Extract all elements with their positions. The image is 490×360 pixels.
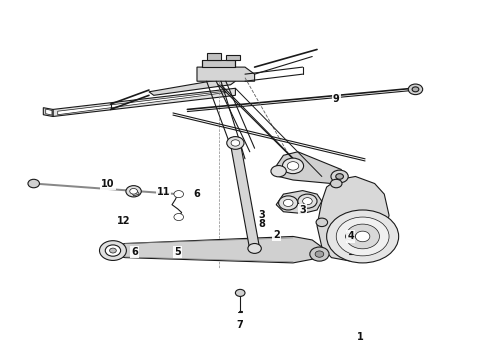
Circle shape bbox=[99, 241, 126, 260]
Circle shape bbox=[327, 210, 399, 263]
Text: 10: 10 bbox=[101, 179, 115, 189]
Circle shape bbox=[346, 224, 379, 249]
Circle shape bbox=[355, 231, 370, 242]
Circle shape bbox=[315, 251, 324, 257]
Circle shape bbox=[298, 194, 317, 208]
Text: 5: 5 bbox=[174, 247, 181, 257]
Polygon shape bbox=[276, 190, 322, 213]
Polygon shape bbox=[53, 88, 235, 117]
Circle shape bbox=[287, 162, 299, 170]
Circle shape bbox=[105, 245, 121, 256]
Polygon shape bbox=[317, 176, 389, 261]
Text: 12: 12 bbox=[117, 216, 131, 226]
Circle shape bbox=[126, 186, 141, 197]
Circle shape bbox=[235, 289, 245, 296]
Text: 7: 7 bbox=[237, 320, 244, 330]
Polygon shape bbox=[111, 237, 327, 263]
Polygon shape bbox=[46, 109, 52, 115]
Circle shape bbox=[279, 196, 298, 210]
Polygon shape bbox=[202, 60, 235, 67]
Circle shape bbox=[130, 189, 137, 194]
Text: 4: 4 bbox=[347, 231, 354, 242]
Polygon shape bbox=[207, 53, 221, 60]
Circle shape bbox=[174, 190, 184, 198]
Text: 6: 6 bbox=[131, 247, 138, 257]
Circle shape bbox=[408, 84, 423, 95]
Text: 3: 3 bbox=[299, 205, 306, 215]
Polygon shape bbox=[149, 78, 235, 95]
Text: 2: 2 bbox=[273, 230, 280, 240]
Text: 8: 8 bbox=[258, 219, 265, 229]
Circle shape bbox=[412, 87, 419, 92]
Circle shape bbox=[346, 233, 355, 240]
Circle shape bbox=[310, 247, 329, 261]
Polygon shape bbox=[197, 67, 255, 81]
Polygon shape bbox=[226, 55, 240, 60]
Text: 3: 3 bbox=[258, 210, 265, 220]
Text: 1: 1 bbox=[357, 332, 364, 342]
Polygon shape bbox=[58, 91, 226, 115]
Circle shape bbox=[331, 170, 348, 183]
Circle shape bbox=[271, 166, 286, 177]
Circle shape bbox=[227, 136, 244, 149]
Text: 6: 6 bbox=[194, 189, 200, 199]
Circle shape bbox=[28, 179, 40, 188]
Polygon shape bbox=[231, 142, 259, 250]
Circle shape bbox=[303, 198, 312, 205]
Text: 11: 11 bbox=[157, 187, 170, 197]
Circle shape bbox=[110, 248, 116, 253]
Polygon shape bbox=[43, 108, 53, 117]
Circle shape bbox=[330, 179, 342, 188]
Circle shape bbox=[336, 174, 343, 179]
Polygon shape bbox=[274, 152, 346, 184]
Circle shape bbox=[231, 140, 240, 146]
Circle shape bbox=[316, 218, 328, 226]
Text: 9: 9 bbox=[333, 94, 340, 104]
Circle shape bbox=[282, 158, 304, 174]
Circle shape bbox=[248, 243, 261, 253]
Circle shape bbox=[283, 199, 293, 207]
Circle shape bbox=[174, 213, 184, 221]
Circle shape bbox=[336, 217, 389, 256]
Polygon shape bbox=[131, 190, 139, 196]
